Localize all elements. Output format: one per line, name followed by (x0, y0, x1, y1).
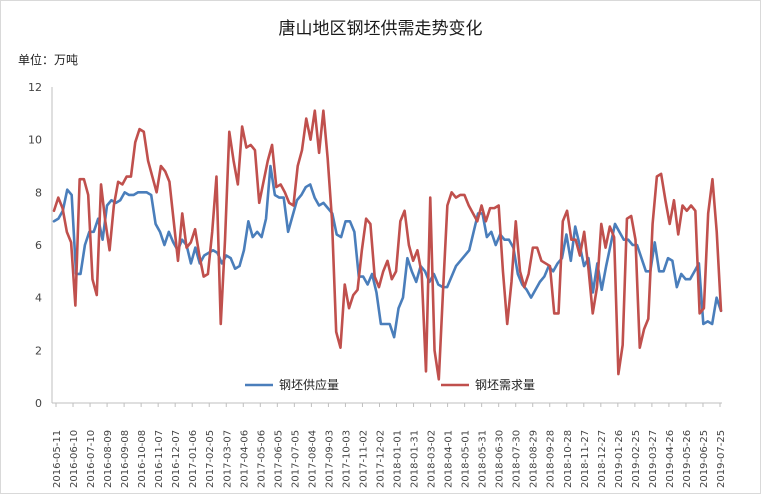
x-tick-label: 2018-07-30 (512, 430, 523, 488)
x-tick-label: 2018-05-01 (461, 430, 472, 488)
x-tick-label: 2018-01-01 (393, 430, 404, 488)
series-line-2 (52, 109, 723, 381)
x-tick-label: 2017-08-04 (307, 430, 318, 488)
x-tick-label: 2017-10-03 (341, 430, 352, 488)
legend-label-2: 钢坯需求量 (475, 378, 535, 392)
x-tick-label: 2019-07-25 (716, 430, 727, 488)
x-tick-label: 2018-03-02 (427, 430, 438, 488)
x-tick-label: 2017-05-06 (256, 430, 267, 488)
x-tick-label: 2019-03-27 (648, 430, 659, 488)
x-tick-label: 2018-11-27 (580, 430, 591, 488)
y-tick-label: 0 (35, 397, 42, 410)
y-axis-ticks: 0 2 4 6 8 10 12 (28, 81, 42, 410)
y-tick-label: 6 (35, 239, 42, 252)
x-tick-label: 2016-12-07 (171, 430, 182, 488)
y-tick-label: 4 (35, 292, 42, 305)
legend-label-1: 钢坯供应量 (279, 377, 339, 392)
unit-label: 单位：万吨 (18, 53, 79, 67)
x-tick-label: 2018-01-31 (410, 430, 421, 488)
series-lines (52, 109, 723, 381)
x-tick-label: 2019-05-26 (682, 430, 693, 488)
x-tick-label: 2019-06-25 (699, 430, 710, 488)
x-tick-label: 2016-10-08 (137, 430, 148, 488)
x-tick-label: 2018-05-31 (478, 430, 489, 488)
x-tick-label: 2018-09-28 (546, 430, 557, 488)
x-tick-label: 2018-04-01 (444, 430, 455, 488)
y-tick-label: 2 (35, 344, 42, 357)
x-tick-label: 2018-12-27 (597, 430, 608, 488)
x-tick-label: 2016-05-11 (52, 430, 63, 488)
x-tick-label: 2016-11-07 (154, 430, 165, 488)
x-tick-label: 2017-06-05 (273, 430, 284, 488)
x-tick-label: 2017-07-05 (290, 430, 301, 488)
x-tick-label: 2017-02-05 (205, 430, 216, 488)
x-tick-label: 2018-08-29 (529, 430, 540, 488)
x-tick-label: 2016-06-10 (69, 430, 80, 488)
x-tick-label: 2019-04-26 (665, 430, 676, 488)
series-line-1 (52, 164, 723, 339)
x-tick-label: 2016-09-08 (120, 430, 131, 488)
y-tick-label: 12 (28, 81, 42, 94)
y-tick-label: 10 (28, 134, 42, 147)
y-tick-label: 8 (35, 186, 42, 199)
x-tick-label: 2018-06-30 (495, 430, 506, 488)
x-tick-label: 2018-10-28 (563, 430, 574, 488)
chart-title: 唐山地区钢坯供需走势变化 (278, 19, 483, 39)
x-tick-label: 2019-02-25 (631, 430, 642, 488)
axes (51, 87, 722, 404)
x-tick-label: 2017-04-06 (239, 430, 250, 488)
x-tick-label: 2017-12-02 (375, 430, 386, 488)
legend: 钢坯供应量 钢坯需求量 (245, 377, 535, 392)
x-tick-label: 2016-07-10 (86, 430, 97, 488)
x-axis-ticks: 2016-05-11 2016-06-10 2016-07-10 2016-08-09… (52, 403, 727, 488)
x-tick-label: 2019-01-26 (614, 430, 625, 488)
x-tick-label: 2017-01-06 (188, 430, 199, 488)
x-tick-label: 2016-08-09 (103, 430, 114, 488)
x-tick-label: 2017-11-02 (358, 430, 369, 488)
x-tick-label: 2017-09-03 (324, 430, 335, 488)
x-tick-label: 2017-03-07 (222, 430, 233, 488)
